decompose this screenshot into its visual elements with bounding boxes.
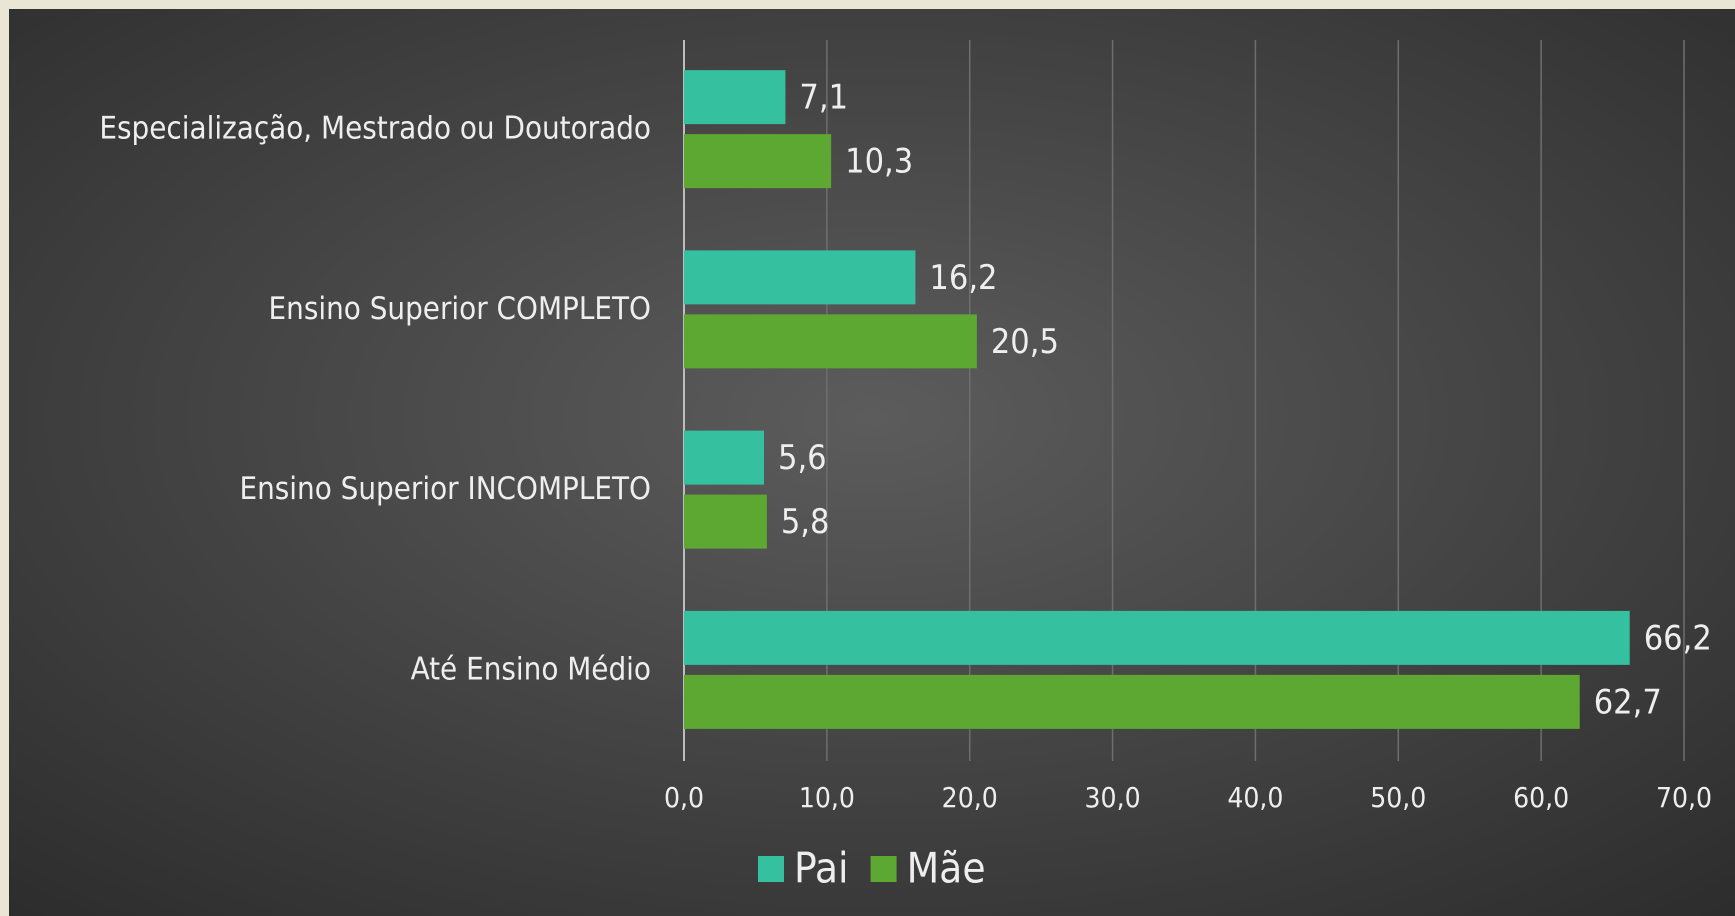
- x-tick-label: 30,0: [1085, 781, 1141, 814]
- data-label: 7,1: [799, 78, 848, 118]
- bar: [684, 70, 786, 125]
- x-tick-label: 50,0: [1370, 781, 1426, 814]
- data-label: 62,7: [1594, 682, 1662, 722]
- category-label: Ensino Superior COMPLETO: [269, 291, 651, 327]
- bar: [684, 250, 916, 305]
- chart-background: [9, 9, 1735, 916]
- bar: [684, 134, 832, 189]
- bar: [684, 314, 977, 369]
- data-label: 5,8: [781, 502, 830, 542]
- data-label: 10,3: [845, 142, 913, 182]
- x-tick-label: 40,0: [1227, 781, 1283, 814]
- category-label: Especialização, Mestrado ou Doutorado: [99, 111, 651, 147]
- bar: [684, 430, 764, 485]
- legend-swatch: [758, 856, 784, 882]
- data-label: 66,2: [1644, 618, 1712, 658]
- data-label: 16,2: [929, 258, 997, 298]
- data-label: 5,6: [778, 438, 827, 478]
- x-tick-label: 0,0: [664, 781, 704, 814]
- x-tick-label: 60,0: [1513, 781, 1569, 814]
- legend-label: Pai: [794, 844, 849, 893]
- bar: [684, 494, 767, 549]
- legend-label: Mãe: [907, 844, 986, 893]
- x-tick-label: 70,0: [1656, 781, 1712, 814]
- bar: [684, 610, 1630, 665]
- legend-swatch: [870, 856, 897, 882]
- category-label: Ensino Superior INCOMPLETO: [239, 471, 651, 507]
- bar: [684, 674, 1580, 729]
- data-label: 20,5: [991, 322, 1059, 362]
- x-tick-label: 20,0: [942, 781, 998, 814]
- x-tick-label: 10,0: [799, 781, 855, 814]
- category-label: Até Ensino Médio: [411, 651, 651, 687]
